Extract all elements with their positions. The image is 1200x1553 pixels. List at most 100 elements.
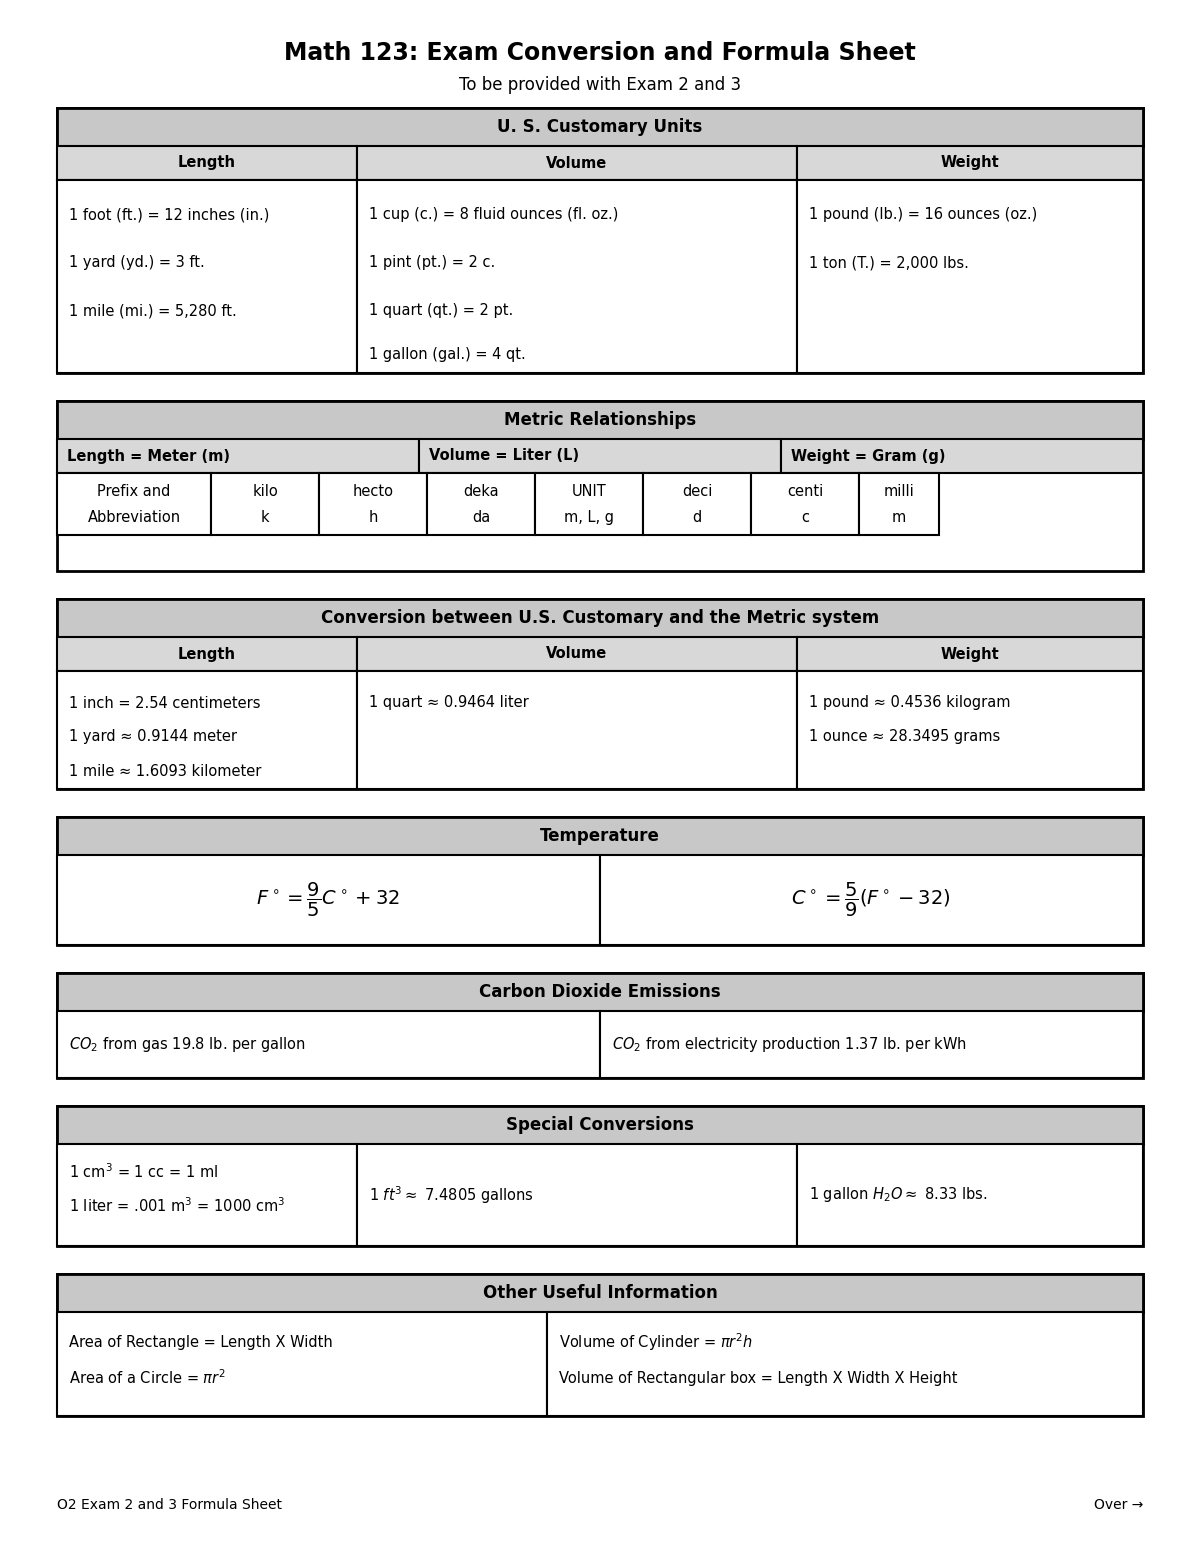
- Bar: [797, 1145, 1142, 1246]
- Text: Carbon Dioxide Emissions: Carbon Dioxide Emissions: [479, 983, 721, 1002]
- Text: Over →: Over →: [1093, 1499, 1142, 1513]
- Bar: [797, 637, 1142, 671]
- Bar: [211, 474, 319, 534]
- Bar: [58, 637, 358, 671]
- Text: Length: Length: [178, 155, 236, 171]
- Text: 1 pound ≈ 0.4536 kilogram: 1 pound ≈ 0.4536 kilogram: [809, 696, 1010, 711]
- Text: 1 liter = .001 m$^3$ = 1000 cm$^3$: 1 liter = .001 m$^3$ = 1000 cm$^3$: [70, 1197, 286, 1216]
- Bar: [358, 146, 797, 180]
- Text: Volume = Liter (L): Volume = Liter (L): [430, 449, 580, 463]
- Bar: [58, 817, 1142, 944]
- Bar: [58, 1273, 1142, 1416]
- Bar: [58, 974, 1142, 1078]
- Bar: [58, 1273, 1142, 1312]
- Bar: [58, 401, 1142, 439]
- Text: 1 ton (T.) = 2,000 lbs.: 1 ton (T.) = 2,000 lbs.: [809, 256, 968, 270]
- Text: kilo: kilo: [252, 485, 278, 499]
- Bar: [427, 474, 535, 534]
- Text: c: c: [802, 509, 809, 525]
- Bar: [58, 671, 358, 789]
- Bar: [643, 474, 751, 534]
- Bar: [859, 474, 940, 534]
- Text: h: h: [368, 509, 378, 525]
- Text: hecto: hecto: [353, 485, 394, 499]
- Text: 1 $ft^3 \approx$ 7.4805 gallons: 1 $ft^3 \approx$ 7.4805 gallons: [370, 1183, 534, 1205]
- Bar: [358, 671, 797, 789]
- Text: 1 foot (ft.) = 12 inches (in.): 1 foot (ft.) = 12 inches (in.): [70, 208, 269, 222]
- Bar: [58, 109, 1142, 146]
- Text: k: k: [260, 509, 269, 525]
- Text: UNIT: UNIT: [571, 485, 606, 499]
- Text: deka: deka: [463, 485, 499, 499]
- Text: 1 mile ≈ 1.6093 kilometer: 1 mile ≈ 1.6093 kilometer: [70, 764, 262, 778]
- Text: d: d: [692, 509, 702, 525]
- Text: 1 inch = 2.54 centimeters: 1 inch = 2.54 centimeters: [70, 696, 260, 711]
- Text: $C^\circ = \dfrac{5}{9}(F^\circ - 32)$: $C^\circ = \dfrac{5}{9}(F^\circ - 32)$: [791, 881, 950, 919]
- Text: 1 gallon (gal.) = 4 qt.: 1 gallon (gal.) = 4 qt.: [370, 348, 526, 362]
- Bar: [751, 474, 859, 534]
- Text: Length: Length: [178, 646, 236, 662]
- Bar: [58, 599, 1142, 789]
- Text: Prefix and: Prefix and: [97, 485, 170, 499]
- Bar: [358, 180, 797, 373]
- Bar: [797, 146, 1142, 180]
- Text: Volume of Rectangular box = Length X Width X Height: Volume of Rectangular box = Length X Wid…: [559, 1370, 958, 1385]
- Text: Volume: Volume: [546, 646, 607, 662]
- Text: 1 gallon $H_2O \approx$ 8.33 lbs.: 1 gallon $H_2O \approx$ 8.33 lbs.: [809, 1185, 988, 1205]
- Text: 1 yard (yd.) = 3 ft.: 1 yard (yd.) = 3 ft.: [70, 256, 205, 270]
- Text: 1 yard ≈ 0.9144 meter: 1 yard ≈ 0.9144 meter: [70, 730, 238, 744]
- Text: Temperature: Temperature: [540, 828, 660, 845]
- Text: O2 Exam 2 and 3 Formula Sheet: O2 Exam 2 and 3 Formula Sheet: [58, 1499, 282, 1513]
- Text: milli: milli: [883, 485, 914, 499]
- Bar: [58, 109, 1142, 373]
- Text: Metric Relationships: Metric Relationships: [504, 412, 696, 429]
- Text: da: da: [472, 509, 490, 525]
- Bar: [58, 974, 1142, 1011]
- Bar: [58, 180, 358, 373]
- Text: 1 mile (mi.) = 5,280 ft.: 1 mile (mi.) = 5,280 ft.: [70, 303, 236, 318]
- Text: Other Useful Information: Other Useful Information: [482, 1284, 718, 1301]
- Text: Conversion between U.S. Customary and the Metric system: Conversion between U.S. Customary and th…: [320, 609, 880, 627]
- Bar: [58, 439, 419, 474]
- Bar: [58, 1106, 1142, 1246]
- Bar: [58, 856, 600, 944]
- Text: 1 cup (c.) = 8 fluid ounces (fl. oz.): 1 cup (c.) = 8 fluid ounces (fl. oz.): [370, 208, 618, 222]
- Text: Weight = Gram (g): Weight = Gram (g): [791, 449, 946, 463]
- Bar: [600, 1011, 1142, 1078]
- Bar: [797, 180, 1142, 373]
- Text: $CO_2$ from gas 19.8 lb. per gallon: $CO_2$ from gas 19.8 lb. per gallon: [70, 1036, 306, 1054]
- Text: Area of a Circle = $\pi r^2$: Area of a Circle = $\pi r^2$: [70, 1368, 226, 1387]
- Text: Weight: Weight: [941, 155, 1000, 171]
- Text: $CO_2$ from electricity production 1.37 lb. per kWh: $CO_2$ from electricity production 1.37 …: [612, 1036, 967, 1054]
- Text: Weight: Weight: [941, 646, 1000, 662]
- Text: Special Conversions: Special Conversions: [506, 1117, 694, 1134]
- Text: 1 quart (qt.) = 2 pt.: 1 quart (qt.) = 2 pt.: [370, 303, 514, 318]
- Bar: [600, 856, 1142, 944]
- Text: 1 pint (pt.) = 2 c.: 1 pint (pt.) = 2 c.: [370, 256, 496, 270]
- Text: 1 cm$^3$ = 1 cc = 1 ml: 1 cm$^3$ = 1 cc = 1 ml: [70, 1163, 218, 1182]
- Text: centi: centi: [787, 485, 823, 499]
- Text: 1 quart ≈ 0.9464 liter: 1 quart ≈ 0.9464 liter: [370, 696, 529, 711]
- Text: Volume: Volume: [546, 155, 607, 171]
- Bar: [319, 474, 427, 534]
- Text: To be provided with Exam 2 and 3: To be provided with Exam 2 and 3: [458, 76, 742, 95]
- Text: 1 pound (lb.) = 16 ounces (oz.): 1 pound (lb.) = 16 ounces (oz.): [809, 208, 1037, 222]
- Bar: [58, 1011, 600, 1078]
- Bar: [358, 637, 797, 671]
- Text: m: m: [892, 509, 906, 525]
- Bar: [547, 1312, 1142, 1416]
- Text: Volume of Cylinder = $\pi r^2 h$: Volume of Cylinder = $\pi r^2 h$: [559, 1331, 752, 1353]
- Bar: [58, 1145, 358, 1246]
- Bar: [58, 1106, 1142, 1145]
- Bar: [58, 474, 211, 534]
- Bar: [58, 817, 1142, 856]
- Bar: [358, 1145, 797, 1246]
- Bar: [58, 146, 358, 180]
- Text: $F^\circ = \dfrac{9}{5}C^\circ + 32$: $F^\circ = \dfrac{9}{5}C^\circ + 32$: [256, 881, 400, 919]
- Text: Area of Rectangle = Length X Width: Area of Rectangle = Length X Width: [70, 1334, 332, 1350]
- Text: deci: deci: [682, 485, 712, 499]
- Bar: [781, 439, 1142, 474]
- Bar: [797, 671, 1142, 789]
- Text: Length = Meter (m): Length = Meter (m): [67, 449, 230, 463]
- Text: m, L, g: m, L, g: [564, 509, 614, 525]
